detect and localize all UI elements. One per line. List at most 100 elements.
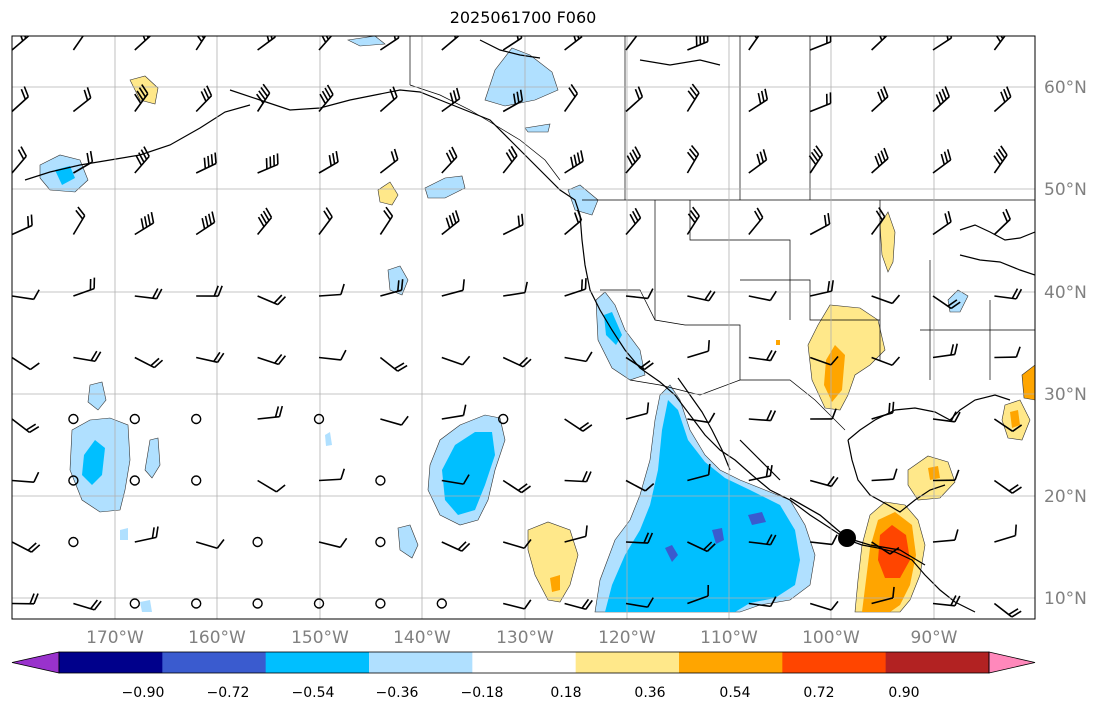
wind-barbs <box>12 36 1023 618</box>
wind-barb <box>318 84 334 113</box>
colorbar-swatch <box>885 652 990 673</box>
wind-barb <box>502 479 531 494</box>
colorbar <box>11 651 1036 674</box>
lon-label: 130°W <box>496 628 554 648</box>
wind-barb <box>564 471 592 483</box>
lon-label: 90°W <box>911 628 958 648</box>
wind-barb <box>686 83 700 112</box>
wind-barb <box>625 597 654 608</box>
lat-label: 40°N <box>1044 283 1087 303</box>
wind-barb <box>129 413 141 425</box>
wind-barb <box>68 413 79 425</box>
wind-barb <box>809 600 839 611</box>
wind-barb <box>625 146 642 174</box>
wind-barb <box>871 36 888 51</box>
wind-barb <box>932 211 952 236</box>
wind-barb <box>379 206 394 235</box>
wind-barb <box>810 280 834 297</box>
lon-axis: 170°W 160°W 150°W 140°W 130°W 120°W 110°… <box>86 628 958 648</box>
wind-barb <box>256 83 271 112</box>
wind-barb <box>12 471 40 483</box>
wind-barb <box>625 532 654 544</box>
wind-barb <box>379 36 400 51</box>
wind-barb <box>748 207 764 236</box>
map-title: 2025061700 F060 <box>449 8 597 27</box>
colorbar-swatch <box>369 652 473 673</box>
wind-barb <box>502 356 532 368</box>
wind-barb <box>436 598 447 609</box>
storm-track <box>789 497 926 566</box>
wind-barb <box>196 351 225 364</box>
wind-barb <box>932 343 958 359</box>
wind-barb <box>190 413 202 425</box>
wind-barb <box>190 475 202 486</box>
colorbar-swatch <box>162 652 267 673</box>
wind-barb <box>809 355 839 366</box>
wind-barb <box>809 475 839 488</box>
wind-barb <box>687 340 710 359</box>
colorbar-swatch <box>265 652 370 673</box>
wind-barb <box>134 211 155 236</box>
wind-barb <box>748 88 769 113</box>
lat-label: 50°N <box>1044 180 1087 200</box>
wind-barb <box>563 83 579 112</box>
wind-barb <box>441 355 471 366</box>
wind-barb <box>68 475 79 486</box>
wind-barb <box>748 596 777 608</box>
wind-barb <box>129 598 141 609</box>
lon-label: 140°W <box>393 628 451 648</box>
wind-barb <box>871 541 900 555</box>
colorbar-frame <box>58 651 990 674</box>
colorbar-tick-label: −0.90 <box>122 685 165 701</box>
lat-label: 60°N <box>1044 78 1087 98</box>
wind-barb <box>625 86 644 113</box>
wind-barb <box>441 404 467 420</box>
wind-barb <box>375 598 386 609</box>
wind-barb <box>687 36 709 51</box>
coastlines <box>24 39 1035 613</box>
wind-barb <box>932 469 960 482</box>
wind-barb <box>994 524 1017 543</box>
wind-barb <box>564 418 593 432</box>
wind-barb <box>687 463 711 482</box>
wind-barb <box>375 475 386 486</box>
wind-barb <box>564 150 584 174</box>
wind-barb <box>748 349 777 362</box>
wind-barb <box>932 295 961 310</box>
wind-barb <box>564 351 593 363</box>
wind-barb <box>932 36 953 51</box>
wind-barb <box>252 536 263 548</box>
colorbar-tick-label: 0.72 <box>803 685 834 701</box>
wind-barb <box>625 36 638 51</box>
wind-barb <box>748 464 773 482</box>
wind-barb <box>809 36 832 51</box>
wind-barb <box>72 206 86 235</box>
wind-barb <box>72 87 92 113</box>
wind-barb <box>810 408 837 420</box>
wind-barb <box>441 279 465 297</box>
wind-barb <box>12 214 33 236</box>
wind-barb <box>379 86 398 113</box>
colorbar-tick-label: 0.90 <box>888 685 919 701</box>
wind-barb <box>748 290 777 302</box>
wind-barb <box>313 413 325 425</box>
lat-label: 30°N <box>1044 385 1087 405</box>
lon-label: 120°W <box>598 628 656 648</box>
wind-barb <box>993 36 1006 51</box>
wind-barb <box>687 541 716 553</box>
wind-barb <box>687 290 716 302</box>
wind-barb <box>498 413 509 425</box>
lon-label: 100°W <box>802 628 860 648</box>
wind-barb <box>12 36 30 51</box>
wind-barb <box>625 288 654 300</box>
wind-barb <box>379 356 408 372</box>
colorbar-tick-label: −0.18 <box>461 685 504 701</box>
wind-barb <box>129 475 141 486</box>
wind-barb <box>871 147 889 174</box>
colorbar-extend-high <box>988 651 1036 674</box>
wind-barb <box>686 144 700 174</box>
wind-barb <box>379 148 399 174</box>
gridlines <box>12 36 1035 619</box>
wind-barb <box>195 211 216 236</box>
